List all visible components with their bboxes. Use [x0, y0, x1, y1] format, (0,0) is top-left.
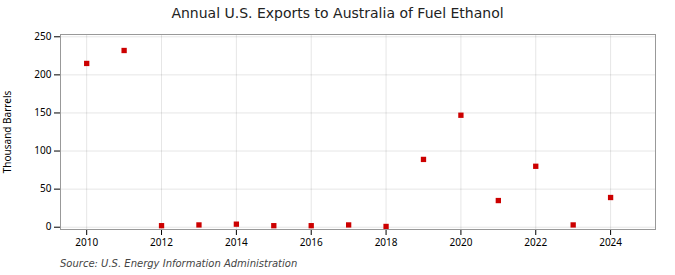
svg-text:2018: 2018 [375, 235, 398, 249]
svg-text:2022: 2022 [524, 235, 547, 249]
svg-text:150: 150 [34, 105, 51, 119]
svg-text:200: 200 [34, 67, 51, 81]
svg-text:2020: 2020 [449, 235, 472, 249]
svg-text:0: 0 [46, 219, 52, 233]
svg-text:50: 50 [40, 181, 52, 195]
svg-text:2010: 2010 [75, 235, 98, 249]
html-text:Source: U.S. Energy Informatio: Source: U.S. Energy Information Administ… [60, 258, 298, 269]
svg-text:Thousand Barrels: Thousand Barrels [0, 91, 14, 174]
svg-text:2014: 2014 [225, 235, 248, 249]
svg-text:2016: 2016 [300, 235, 323, 249]
svg-text:2012: 2012 [150, 235, 173, 249]
svg-text:250: 250 [34, 29, 51, 43]
svg-text:100: 100 [34, 143, 51, 157]
svg-text:2024: 2024 [599, 235, 622, 249]
html-text:Annual U.S. Exports to Austral: Annual U.S. Exports to Australia of Fuel… [171, 5, 504, 21]
